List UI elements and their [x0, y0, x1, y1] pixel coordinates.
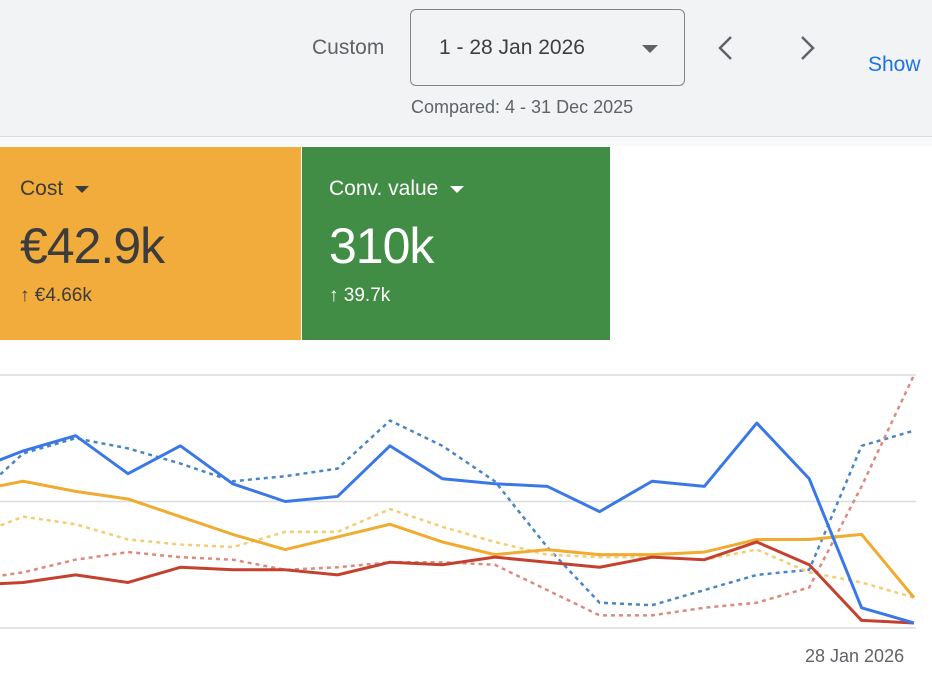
date-range-header: [0, 0, 932, 137]
date-range-value: 1 - 28 Jan 2026: [439, 36, 585, 59]
x-axis-label: 28 Jan 2026: [805, 646, 905, 666]
date-range-dropdown[interactable]: 1 - 28 Jan 2026: [410, 9, 685, 86]
previous-period-button[interactable]: [707, 28, 747, 68]
date-preset-label: Custom: [312, 36, 385, 59]
arrow-up-icon: ↑: [329, 285, 339, 306]
metric-selector[interactable]: Cost: [20, 177, 301, 201]
next-period-button[interactable]: [787, 28, 827, 68]
chevron-left-icon: [718, 36, 732, 60]
metric-selector[interactable]: Conv. value: [329, 177, 610, 201]
divider: [0, 137, 932, 146]
metric-card-conv-value[interactable]: Conv. value 310k ↑ 39.7k: [302, 147, 610, 340]
metric-title: Conv. value: [329, 177, 439, 200]
dropdown-arrow-icon: [450, 185, 465, 193]
compared-range: Compared: 4 - 31 Dec 2025: [411, 97, 634, 117]
metric-delta: 39.7k: [343, 285, 391, 306]
dropdown-arrow-icon: [75, 185, 90, 193]
series-line-blue-previous: [0, 419, 915, 607]
series-line-yellow-current: [0, 479, 916, 599]
metric-title: Cost: [20, 177, 64, 200]
series-line-red-current: [0, 540, 915, 625]
show-link[interactable]: Show: [868, 53, 921, 76]
chevron-right-icon: [801, 36, 815, 60]
metric-delta: €4.66k: [34, 285, 92, 306]
arrow-up-icon: ↑: [20, 285, 30, 306]
series-line-yellow-previous: [0, 507, 915, 599]
performance-chart: [0, 374, 916, 629]
metric-value: €42.9k: [20, 218, 165, 274]
metric-value: 310k: [329, 218, 434, 274]
caret-down-icon: [642, 45, 658, 53]
metric-card-cost[interactable]: Cost €42.9k ↑ €4.66k: [0, 147, 301, 340]
series-line-red-previous: [0, 374, 916, 617]
series-line-blue-current: [0, 421, 915, 625]
